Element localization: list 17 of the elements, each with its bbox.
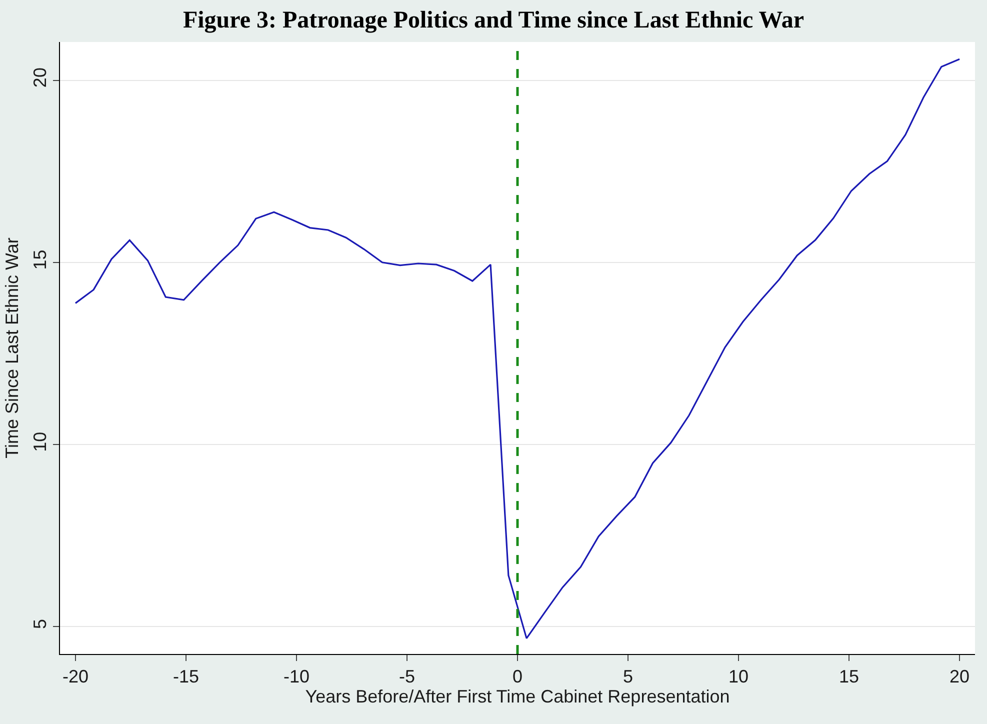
x-tick-label: -10 [283, 666, 310, 687]
chart-title: Figure 3: Patronage Politics and Time since Last Ethnic War [182, 8, 804, 34]
y-tick-label: 15 [30, 250, 50, 270]
x-tick-label: 10 [728, 666, 749, 687]
x-tick-label: 0 [512, 666, 523, 687]
y-tick-label: 5 [30, 618, 50, 629]
x-tick-label: 20 [950, 666, 970, 687]
x-tick-label: -15 [172, 666, 199, 687]
x-tick-label: 5 [623, 666, 634, 687]
x-axis-title: Years Before/After First Time Cabinet Representation [305, 686, 730, 707]
y-axis-title: Time Since Last Ethnic War [2, 238, 22, 458]
x-tick-label: 15 [839, 666, 860, 687]
y-tick-label: 10 [30, 432, 50, 452]
x-tick-label: -20 [62, 666, 88, 687]
x-tick-label: -5 [398, 666, 415, 687]
y-tick-label: 20 [30, 68, 50, 88]
line-series [74, 58, 960, 640]
